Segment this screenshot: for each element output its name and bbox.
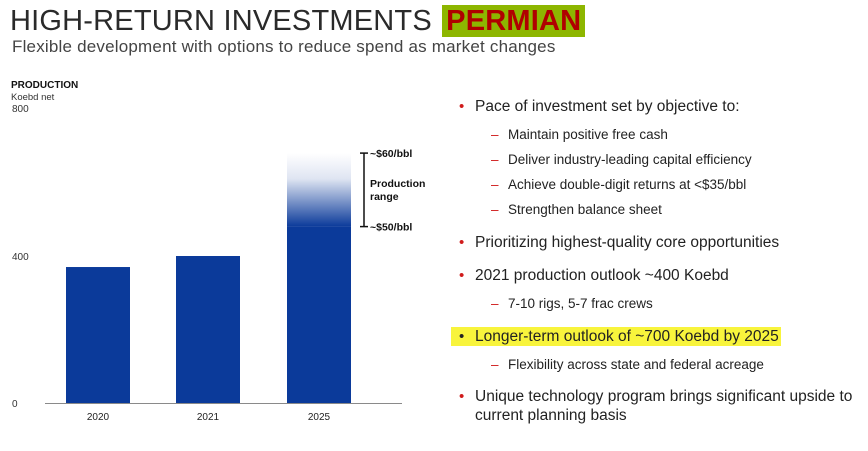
- x-tick-label: 2021: [197, 412, 220, 423]
- page-title: HIGH-RETURN INVESTMENTS PERMIAN: [10, 4, 586, 38]
- x-tick-label: 2020: [87, 412, 110, 423]
- sub-bullet-item: Deliver industry-leading capital efficie…: [458, 150, 863, 169]
- y-tick-label: 0: [12, 399, 18, 410]
- title-highlight: PERMIAN: [442, 5, 586, 37]
- sub-bullet-item: Achieve double-digit returns at <$35/bbl: [458, 175, 863, 194]
- bullet-list: Pace of investment set by objective to: M…: [451, 97, 863, 425]
- sub-bullet-item: Maintain positive free cash: [458, 125, 863, 144]
- bar-2020: [66, 267, 130, 403]
- production-chart: PRODUCTION Koebd net 0 400 800 ~$60/bbl ~$5…: [11, 80, 425, 423]
- y-tick-label: 800: [12, 104, 29, 115]
- bullet-item: Prioritizing highest-quality core opport…: [458, 233, 863, 252]
- bullet-item: Unique technology program brings signifi…: [458, 387, 863, 425]
- bullet-item: Longer-term outlook of ~700 Koebd by 202…: [451, 327, 781, 346]
- sub-bullet-item: Flexibility across state and federal acr…: [458, 355, 863, 374]
- y-tick-label: 400: [12, 252, 29, 263]
- bullet-item: 2021 production outlook ~400 Koebd: [458, 266, 863, 285]
- chart-ylabel: Koebd net: [11, 92, 55, 103]
- range-label-line1: Production: [370, 178, 425, 190]
- range-low-label: ~$50/bbl: [370, 222, 412, 234]
- x-tick-label: 2025: [308, 412, 331, 423]
- sub-bullet-item: 7-10 rigs, 5-7 frac crews: [458, 294, 863, 313]
- range-high-label: ~$60/bbl: [370, 148, 412, 160]
- sub-bullet-item: Strengthen balance sheet: [458, 200, 863, 219]
- bullet-item: Pace of investment set by objective to:: [458, 97, 863, 116]
- title-main: HIGH-RETURN INVESTMENTS: [10, 5, 432, 37]
- chart-title: PRODUCTION: [11, 80, 78, 91]
- range-bar-segment: [287, 153, 351, 227]
- bar-2021: [176, 256, 240, 403]
- bar-2025: [287, 226, 351, 403]
- range-label-line2: range: [370, 191, 399, 203]
- page-subtitle: Flexible development with options to red…: [12, 37, 556, 56]
